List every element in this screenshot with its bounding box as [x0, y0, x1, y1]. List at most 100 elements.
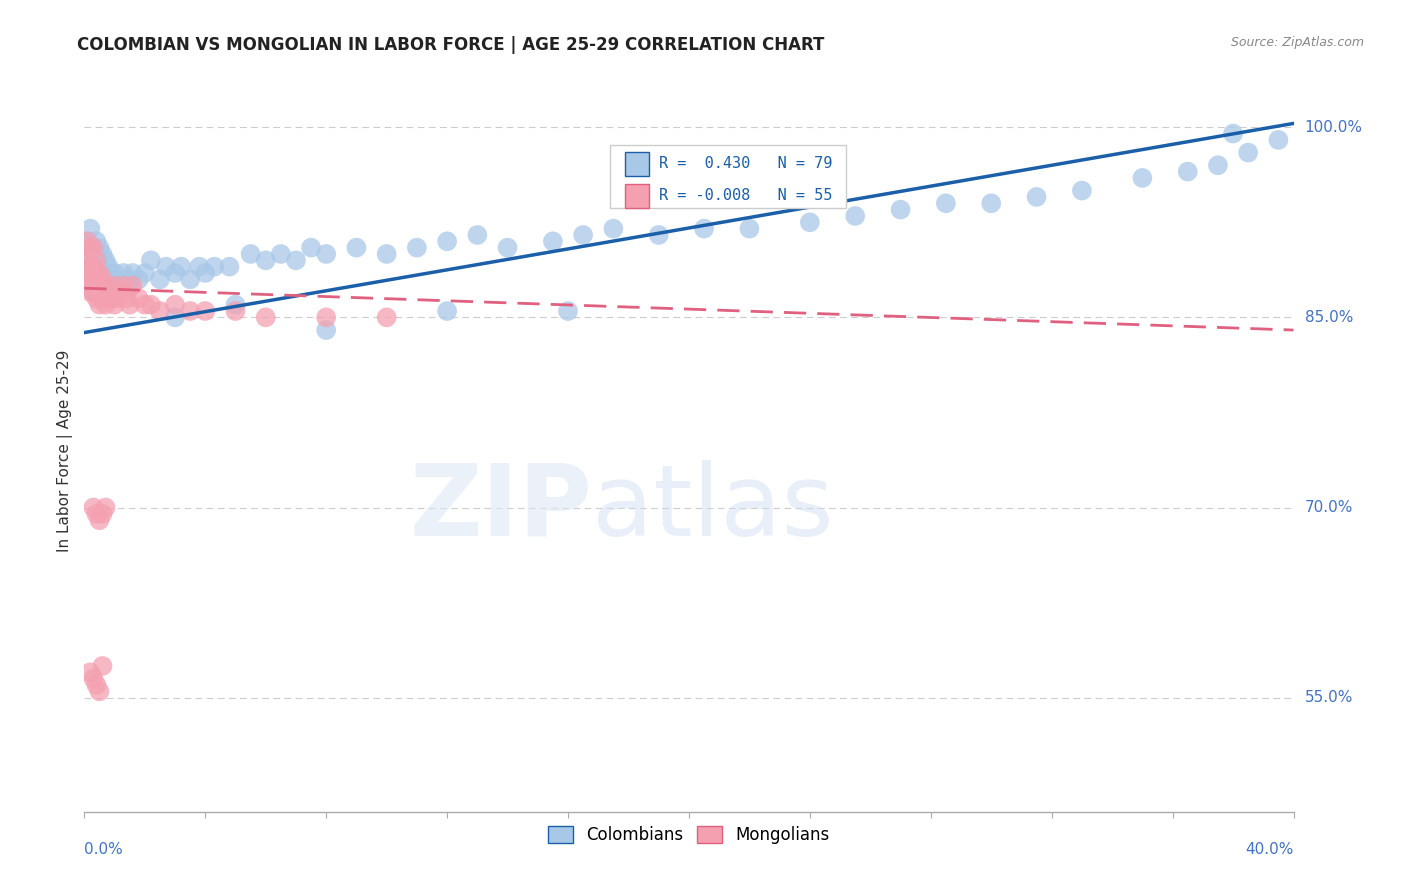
Point	[149, 304, 172, 318]
Point	[121, 278, 143, 293]
Point	[118, 298, 141, 312]
Point	[76, 253, 98, 268]
Point	[980, 196, 1002, 211]
Point	[139, 298, 162, 312]
Point	[218, 260, 240, 274]
Text: 100.0%: 100.0%	[1305, 120, 1362, 135]
Point	[86, 253, 108, 268]
Point	[91, 266, 114, 280]
Point	[76, 235, 98, 249]
Point	[89, 260, 111, 274]
Text: 40.0%: 40.0%	[1246, 842, 1294, 857]
Point	[107, 272, 129, 286]
Point	[285, 253, 308, 268]
Point	[82, 500, 104, 515]
Point	[467, 227, 489, 242]
Point	[375, 310, 398, 325]
Point	[94, 500, 117, 515]
Point	[202, 260, 225, 274]
Point	[89, 298, 111, 312]
Point	[86, 678, 108, 692]
Point	[315, 310, 337, 325]
Point	[94, 278, 117, 293]
Point	[100, 272, 122, 286]
Point	[315, 247, 337, 261]
Point	[115, 291, 138, 305]
Point	[86, 266, 108, 280]
Point	[97, 260, 120, 274]
Point	[94, 272, 117, 286]
Point	[91, 507, 114, 521]
Point	[110, 278, 132, 293]
Text: ZIP: ZIP	[409, 459, 592, 557]
Point	[165, 298, 187, 312]
Point	[693, 221, 716, 235]
Text: Source: ZipAtlas.com: Source: ZipAtlas.com	[1230, 36, 1364, 49]
Point	[1237, 145, 1260, 160]
Point	[82, 260, 104, 274]
Point	[572, 227, 595, 242]
Point	[89, 684, 111, 698]
Point	[225, 298, 247, 312]
Point	[82, 278, 104, 293]
Point	[118, 278, 141, 293]
Point	[89, 513, 111, 527]
Bar	[624, 152, 650, 176]
Point	[1177, 164, 1199, 178]
Point	[97, 285, 120, 299]
Point	[935, 196, 957, 211]
Point	[155, 260, 177, 274]
Point	[239, 247, 262, 261]
Point	[97, 278, 120, 293]
Text: R = -0.008   N = 55: R = -0.008 N = 55	[659, 188, 832, 203]
Text: R =  0.430   N = 79: R = 0.430 N = 79	[659, 156, 832, 171]
Point	[1130, 170, 1153, 185]
Point	[107, 291, 129, 305]
Point	[91, 291, 114, 305]
Point	[436, 235, 458, 249]
Point	[254, 253, 277, 268]
Point	[91, 247, 114, 261]
Point	[100, 291, 122, 305]
Point	[112, 278, 135, 293]
Point	[134, 266, 156, 280]
Point	[134, 298, 156, 312]
Y-axis label: In Labor Force | Age 25-29: In Labor Force | Age 25-29	[58, 350, 73, 551]
Point	[91, 272, 114, 286]
Point	[225, 304, 247, 318]
Point	[79, 266, 101, 280]
Point	[76, 235, 98, 249]
Point	[194, 304, 217, 318]
Point	[79, 272, 101, 286]
Point	[86, 278, 108, 293]
Text: 55.0%: 55.0%	[1305, 690, 1353, 706]
Point	[112, 266, 135, 280]
Point	[890, 202, 912, 217]
Point	[128, 272, 150, 286]
Text: atlas: atlas	[592, 459, 834, 557]
Point	[89, 278, 111, 293]
Point	[97, 291, 120, 305]
Point	[82, 241, 104, 255]
Point	[94, 253, 117, 268]
Point	[82, 285, 104, 299]
Point	[1267, 133, 1289, 147]
Point	[406, 241, 429, 255]
Point	[79, 221, 101, 235]
Point	[165, 310, 187, 325]
Point	[149, 272, 172, 286]
Text: 0.0%: 0.0%	[84, 842, 124, 857]
Point	[79, 285, 101, 299]
Point	[82, 672, 104, 686]
Text: 70.0%: 70.0%	[1305, 500, 1353, 515]
Point	[104, 298, 127, 312]
Text: COLOMBIAN VS MONGOLIAN IN LABOR FORCE | AGE 25-29 CORRELATION CHART: COLOMBIAN VS MONGOLIAN IN LABOR FORCE | …	[77, 36, 825, 54]
Point	[179, 304, 201, 318]
Point	[115, 272, 138, 286]
Point	[128, 291, 150, 305]
Point	[602, 221, 624, 235]
Point	[541, 235, 564, 249]
Point	[79, 260, 101, 274]
Legend: Colombians, Mongolians: Colombians, Mongolians	[541, 819, 837, 850]
FancyBboxPatch shape	[610, 145, 846, 209]
